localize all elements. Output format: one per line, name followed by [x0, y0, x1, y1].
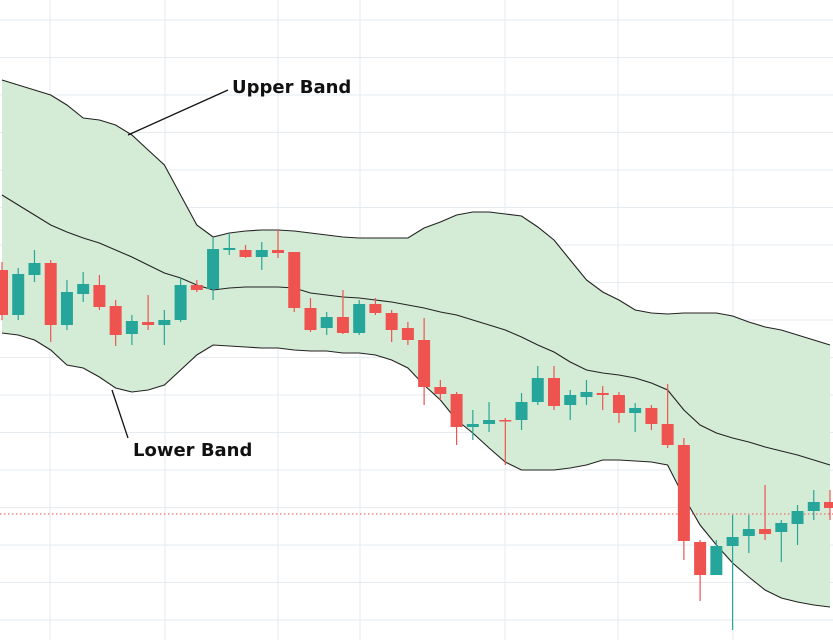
candle-body: [694, 542, 707, 575]
candle-body: [385, 313, 398, 330]
candle-body: [710, 546, 723, 575]
candle-body: [207, 249, 220, 289]
candle-body: [661, 424, 674, 445]
candle-body: [0, 270, 8, 315]
candle-body: [759, 529, 772, 534]
candles: [0, 230, 833, 630]
candle-body: [434, 387, 447, 394]
band-area: [2, 80, 830, 607]
candle-body: [125, 321, 138, 334]
annotations: Upper Band Lower Band: [111, 77, 351, 461]
candle-body: [272, 250, 284, 253]
candle-body: [483, 420, 496, 424]
candle-body: [580, 392, 593, 397]
candle-body: [466, 424, 479, 427]
band-line: [1, 332, 831, 608]
candle-body: [677, 445, 690, 541]
bands: [0, 79, 833, 608]
candle-body: [531, 378, 544, 402]
band-line: [1, 79, 831, 346]
candle-body: [401, 328, 414, 340]
candle-body: [775, 523, 788, 532]
candle-body: [629, 408, 642, 413]
candle-body: [44, 263, 57, 325]
candle-body: [807, 502, 820, 511]
candle-body: [320, 317, 333, 328]
candle-body: [450, 394, 463, 427]
candle-body: [336, 317, 349, 333]
candle-body: [726, 537, 739, 546]
candle-body: [824, 502, 833, 508]
candle-body: [142, 322, 155, 325]
candle-body: [77, 284, 90, 294]
candle-body: [418, 340, 431, 387]
annotation: Upper Band: [232, 77, 351, 98]
candle-body: [548, 378, 560, 406]
candle-body: [515, 402, 528, 420]
leader-line: [127, 89, 229, 136]
candle-body: [12, 274, 25, 315]
candle-body: [28, 263, 41, 275]
candle-body: [223, 248, 236, 250]
candle-body: [596, 393, 609, 395]
candle-body: [564, 395, 577, 405]
leader-line: [111, 389, 129, 439]
candle-body: [288, 252, 301, 308]
candle-body: [239, 250, 252, 257]
candle-body: [612, 395, 625, 413]
candle-body: [60, 292, 73, 325]
candle-body: [93, 285, 106, 307]
candle-body: [304, 308, 317, 330]
candle-body: [158, 320, 171, 325]
candle-body: [499, 420, 512, 422]
candle-body: [742, 529, 755, 536]
candle-body: [190, 285, 203, 290]
candle-body: [791, 511, 804, 524]
candle-body: [369, 304, 382, 313]
candle-body: [645, 408, 658, 424]
candle-body: [353, 304, 366, 333]
annotation: Lower Band: [133, 440, 252, 461]
candle-body: [109, 306, 122, 335]
band-line: [1, 194, 831, 466]
candle-body: [174, 285, 187, 320]
candle-body: [255, 250, 268, 257]
